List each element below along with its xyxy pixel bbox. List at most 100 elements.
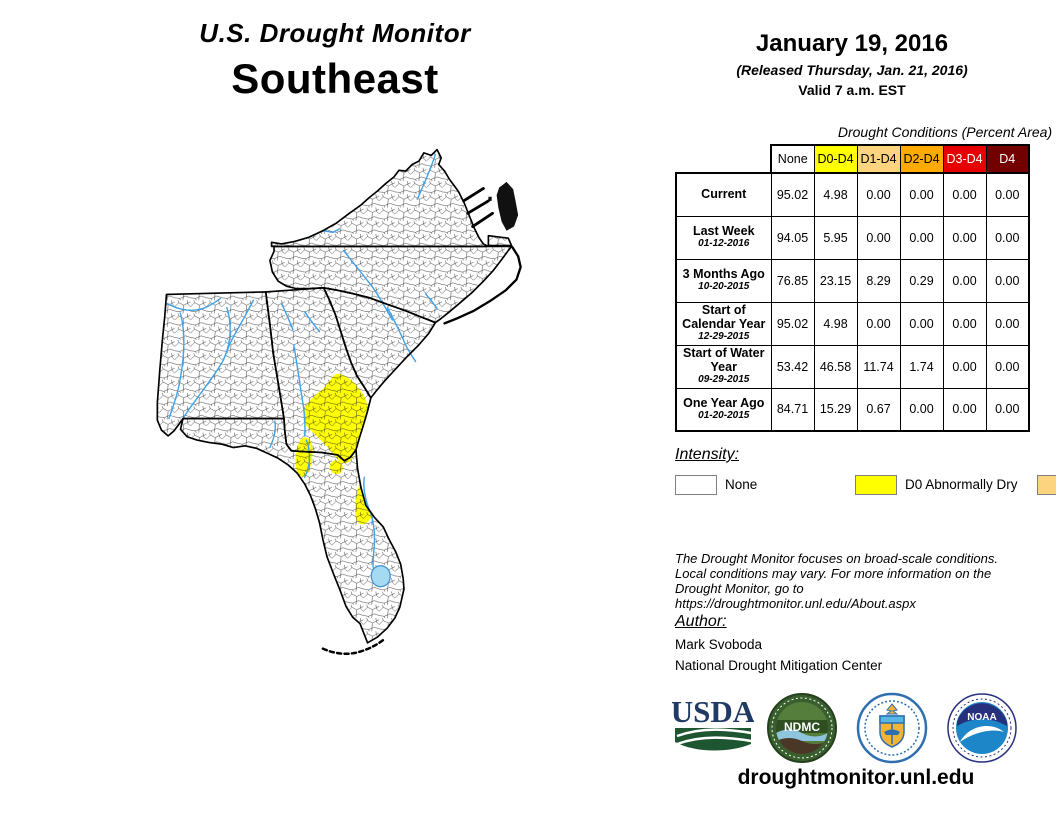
disclaimer: The Drought Monitor focuses on broad-sca… bbox=[675, 551, 1045, 611]
table-cell: 84.71 bbox=[770, 387, 815, 432]
map-svg bbox=[156, 148, 522, 655]
river-coosa bbox=[226, 299, 255, 353]
coastal-details bbox=[321, 181, 522, 655]
column-header-d4: D4 bbox=[985, 144, 1030, 174]
county-boundaries-texture bbox=[157, 149, 512, 643]
legend-swatch-none bbox=[675, 474, 717, 495]
delmarva-peninsula bbox=[496, 181, 519, 231]
river-ocmulgee bbox=[303, 311, 321, 333]
table-cell: 0.00 bbox=[942, 172, 987, 217]
river-santee bbox=[386, 306, 417, 363]
legend-swatch-d0 bbox=[855, 474, 897, 495]
author-org: National Drought Mitigation Center bbox=[675, 658, 883, 673]
legend-swatch-d1 bbox=[1037, 474, 1056, 495]
table-row: 3 Months Ago 10-20-2015 76.85 23.15 8.29 … bbox=[675, 258, 1030, 303]
map-titles: U.S. Drought Monitor Southeast bbox=[85, 18, 585, 103]
river-chattahoochee-upper bbox=[280, 302, 294, 331]
river-roanoke bbox=[342, 249, 394, 321]
row-label: Start of Water Year 09-29-2015 bbox=[675, 344, 772, 389]
row-label: Last Week 01-12-2016 bbox=[675, 215, 772, 260]
intensity-heading: Intensity: bbox=[675, 446, 740, 463]
map-date: January 19, 2016 bbox=[755, 30, 949, 57]
table-cell: 53.42 bbox=[770, 344, 815, 389]
table-cell: 0.00 bbox=[856, 172, 901, 217]
table-cell: 0.00 bbox=[942, 387, 987, 432]
table-cell: 0.00 bbox=[985, 301, 1030, 346]
table-cell: 0.00 bbox=[985, 215, 1030, 260]
row-date: 01-20-2015 bbox=[698, 410, 750, 422]
chesapeake-shore-hatches bbox=[462, 187, 494, 228]
agency-logos: USDA NDMC bbox=[672, 692, 1040, 764]
table-cell: 0.00 bbox=[942, 215, 987, 260]
author-name: Mark Svoboda bbox=[675, 637, 763, 652]
table-cell: 0.00 bbox=[985, 387, 1030, 432]
table-header-row: None D0-D4 D1-D4 D2-D4 D3-D4 D4 bbox=[676, 144, 1030, 174]
legend-item-none: None bbox=[675, 472, 855, 497]
table-cell: 1.74 bbox=[899, 344, 944, 389]
rivers bbox=[166, 153, 438, 570]
column-header-d1d4: D1-D4 bbox=[856, 144, 901, 174]
date-block: January 19, 2016 (Released Thursday, Jan… bbox=[672, 30, 1032, 98]
table-cell: 0.00 bbox=[942, 301, 987, 346]
ndmc-logo: NDMC bbox=[767, 693, 837, 763]
table-cell: 0.67 bbox=[856, 387, 901, 432]
drought-conditions-table: None D0-D4 D1-D4 D2-D4 D3-D4 D4 Current … bbox=[675, 144, 1030, 432]
table-cell: 0.00 bbox=[985, 172, 1030, 217]
svg-text:NOAA: NOAA bbox=[967, 712, 996, 723]
river-alabama bbox=[182, 306, 231, 420]
table-row: Last Week 01-12-2016 94.05 5.95 0.00 0.00… bbox=[675, 215, 1030, 260]
droughtmonitor-url-link[interactable]: droughtmonitor.unl.edu bbox=[737, 766, 975, 789]
row-label: One Year Ago 01-20-2015 bbox=[675, 387, 772, 432]
table-cell: 8.29 bbox=[856, 258, 901, 303]
legend-item-d1: D1 Moderate Drought bbox=[1037, 472, 1056, 497]
table-cell: 11.74 bbox=[856, 344, 901, 389]
state-outlines bbox=[156, 148, 513, 644]
table-row: One Year Ago 01-20-2015 84.71 15.29 0.67 … bbox=[675, 387, 1030, 432]
table-cell: 23.15 bbox=[813, 258, 858, 303]
header-blank-cell bbox=[676, 145, 771, 173]
table-cell: 76.85 bbox=[770, 258, 815, 303]
release-date: (Released Thursday, Jan. 21, 2016) bbox=[736, 62, 968, 78]
river-suwannee bbox=[303, 439, 311, 479]
table-cell: 46.58 bbox=[813, 344, 858, 389]
column-header-d3d4: D3-D4 bbox=[942, 144, 987, 174]
svg-text:NDMC: NDMC bbox=[784, 720, 820, 734]
table-cell: 0.00 bbox=[985, 258, 1030, 303]
disclaimer-line: Drought Monitor, go to https://droughtmo… bbox=[675, 581, 916, 611]
table-cell: 0.00 bbox=[899, 215, 944, 260]
legend-item-d0: D0 Abnormally Dry bbox=[855, 472, 1037, 497]
river-st-johns bbox=[363, 476, 376, 570]
river-tombigbee bbox=[168, 312, 185, 420]
row-date: 09-29-2015 bbox=[698, 374, 750, 386]
usda-logo: USDA bbox=[672, 694, 754, 751]
table-cell: 0.00 bbox=[985, 344, 1030, 389]
table-cell: 95.02 bbox=[770, 301, 815, 346]
svg-text:USDA: USDA bbox=[672, 694, 754, 729]
table-cell: 0.00 bbox=[856, 215, 901, 260]
table-cell: 0.00 bbox=[856, 301, 901, 346]
table-cell: 0.00 bbox=[899, 172, 944, 217]
river-flint bbox=[293, 344, 306, 437]
bay-island bbox=[488, 196, 492, 201]
intensity-legend: Intensity: None D0 Abnormally Dry D1 Mod… bbox=[675, 446, 1056, 497]
table-cell: 15.29 bbox=[813, 387, 858, 432]
valid-time: Valid 7 a.m. EST bbox=[798, 82, 906, 98]
column-header-none: None bbox=[770, 144, 815, 174]
table-cell: 94.05 bbox=[770, 215, 815, 260]
table-cell: 0.00 bbox=[942, 258, 987, 303]
river-potomac bbox=[416, 153, 437, 200]
florida-keys bbox=[321, 637, 387, 655]
column-header-d2d4: D2-D4 bbox=[899, 144, 944, 174]
table-cell: 4.98 bbox=[813, 301, 858, 346]
table-row: Start of Calendar Year 12-29-2015 95.02 4… bbox=[675, 301, 1030, 346]
row-date: 12-29-2015 bbox=[698, 331, 750, 343]
row-date: 10-20-2015 bbox=[698, 281, 750, 293]
department-of-commerce-logo bbox=[856, 692, 928, 764]
table-cell: 0.00 bbox=[942, 344, 987, 389]
table-row: Start of Water Year 09-29-2015 53.42 46.5… bbox=[675, 344, 1030, 389]
disclaimer-line: The Drought Monitor focuses on broad-sca… bbox=[675, 551, 999, 566]
table-cell: 5.95 bbox=[813, 215, 858, 260]
row-label: Current bbox=[675, 172, 772, 217]
author-block: Author: Mark Svoboda National Drought Mi… bbox=[675, 613, 882, 673]
